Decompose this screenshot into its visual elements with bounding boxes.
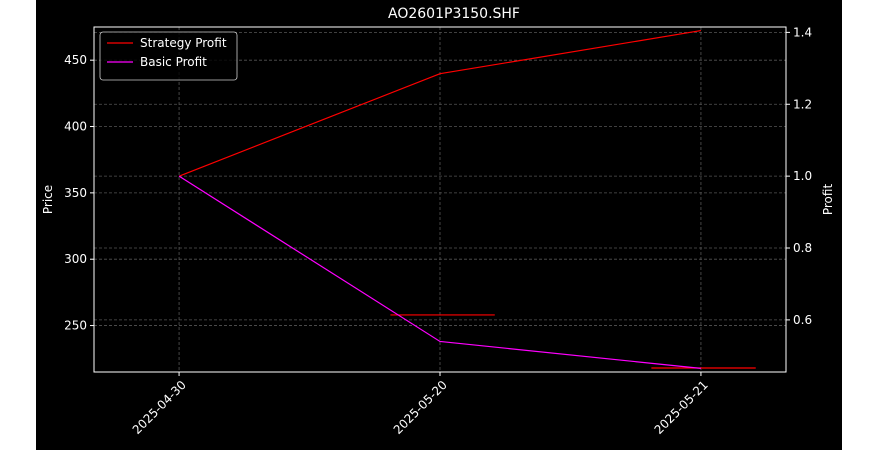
y-ticks: 250 300 350 400 450 [64,53,94,333]
x-tick-label: 2025-05-21 [652,378,711,437]
series-line [178,30,702,177]
y2-tick-label: 1.0 [793,169,812,183]
y2-tick-label: 0.8 [793,241,812,255]
legend-box [99,31,238,81]
y2-tick-label: 0.6 [793,313,812,327]
y-axis-label: Price [41,185,55,214]
y2-axis-label: Profit [821,184,835,216]
chart-svg: AO2601P3150.SHF 2025-04-30 2025-05-20 2025… [41,6,835,437]
legend-entry: Basic Profit [140,55,207,69]
series-line [178,175,701,370]
x-tick-label: 2025-04-30 [130,378,189,437]
y-tick-label: 350 [64,186,87,200]
chart-figure: AO2601P3150.SHF 2025-04-30 2025-05-20 2025… [36,0,842,450]
y2-ticks: 0.6 0.8 1.0 1.2 1.4 [786,25,812,327]
y-tick-label: 450 [64,53,87,67]
legend: Strategy Profit Basic Profit [99,31,238,81]
series-lines [178,30,702,370]
chart-title: AO2601P3150.SHF [388,6,520,22]
grid [94,27,786,372]
y2-tick-label: 1.4 [793,25,812,39]
x-ticks: 2025-04-30 2025-05-20 2025-05-21 [130,372,711,437]
horizontal-markers [390,314,756,369]
y-tick-label: 400 [64,120,87,134]
y-tick-label: 300 [64,252,87,266]
x-tick-label: 2025-05-20 [391,378,450,437]
y-tick-label: 250 [64,319,87,333]
legend-entry: Strategy Profit [140,36,227,50]
y2-tick-label: 1.2 [793,97,812,111]
